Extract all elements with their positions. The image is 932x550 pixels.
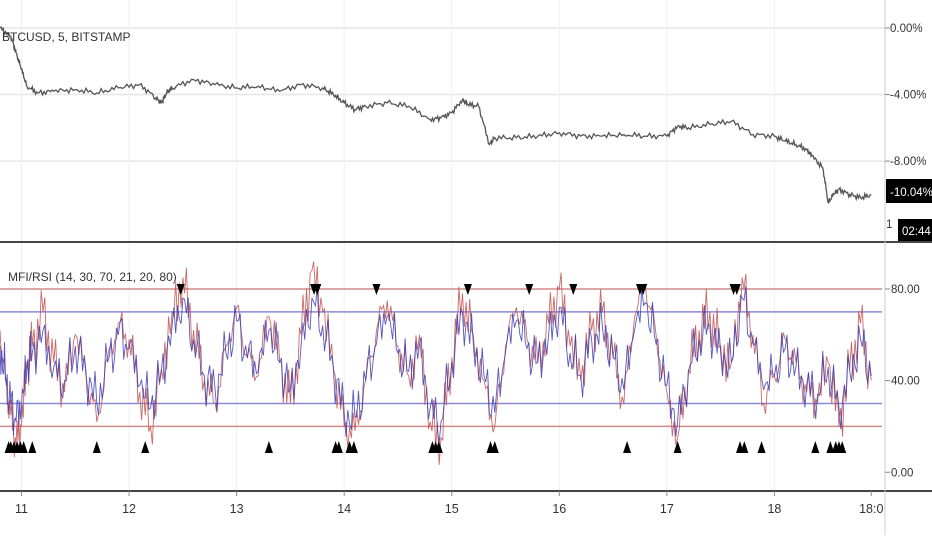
oversold-up-marker <box>434 441 443 453</box>
oversold-up-marker <box>623 441 632 453</box>
overbought-down-marker <box>525 284 534 295</box>
time-axis-tick-label: 18 <box>767 502 781 516</box>
overbought-down-marker <box>569 284 578 295</box>
overbought-down-marker <box>372 284 381 295</box>
time-axis-tick-label: 15 <box>445 502 459 516</box>
price-axis-tick-label: -8.00% <box>890 156 926 168</box>
rsi-series-line <box>0 286 872 444</box>
oversold-up-marker <box>334 441 343 453</box>
price-pane-title: BTCUSD, 5, BITSTAMP <box>2 30 130 44</box>
price-pane[interactable] <box>0 25 872 204</box>
oversold-up-marker <box>349 441 358 453</box>
oversold-up-marker <box>141 441 150 453</box>
overbought-down-marker <box>313 284 322 295</box>
oversold-up-marker <box>740 441 749 453</box>
overbought-down-marker <box>732 284 741 295</box>
indicator-axis-tick-label: 80.00 <box>891 284 920 296</box>
oversold-up-marker <box>811 441 820 453</box>
oversold-up-marker <box>757 441 766 453</box>
oversold-up-marker <box>673 441 682 453</box>
oversold-up-marker <box>28 441 37 453</box>
time-axis-tick-label: 11 <box>15 502 28 516</box>
last-value-label: -10.04% <box>890 187 932 199</box>
oversold-up-marker <box>838 441 847 453</box>
overbought-down-marker <box>463 284 472 295</box>
price-axis-tick-label: -4.00% <box>890 90 926 102</box>
time-axis-tick-label: 14 <box>337 502 351 516</box>
countdown-badge <box>898 219 932 241</box>
grid <box>0 0 885 491</box>
time-axis[interactable]: 11 12 13 14 15 16 17 18 18:0 <box>15 491 883 516</box>
time-axis-tick-label: 13 <box>230 502 244 516</box>
indicator-pane-title: MFI/RSI (14, 30, 70, 21, 20, 80) <box>8 270 177 284</box>
price-axis[interactable]: 0.00% -4.00% -8.00% <box>885 23 926 168</box>
oversold-up-marker <box>19 441 28 453</box>
time-axis-tick-label: 18:0 <box>859 502 883 516</box>
indicator-pane[interactable] <box>0 261 872 465</box>
last-value-badge <box>886 179 932 203</box>
oversold-up-marker <box>826 441 835 453</box>
time-axis-tick-label: 12 <box>122 502 136 516</box>
oversold-up-marker <box>490 441 499 453</box>
indicator-axis-tick-label: 0.00 <box>891 467 913 479</box>
time-axis-tick-label: 17 <box>660 502 674 516</box>
overbought-down-marker <box>639 284 648 295</box>
indicator-axis[interactable]: 0.00 40.00 80.00 <box>885 284 920 479</box>
price-axis-tick-label: 0.00% <box>890 23 923 35</box>
price-series-line <box>0 25 872 204</box>
signal-markers <box>4 284 847 453</box>
price-axis-hidden-tick: 1 <box>886 219 892 231</box>
mfi-series-line <box>0 261 872 465</box>
oversold-up-marker <box>264 441 273 453</box>
indicator-axis-tick-label: 40.00 <box>891 376 920 388</box>
overbought-down-marker <box>176 284 185 295</box>
countdown-label: 02:44 <box>902 226 931 238</box>
oversold-up-marker <box>92 441 101 453</box>
time-axis-tick-label: 16 <box>552 502 566 516</box>
